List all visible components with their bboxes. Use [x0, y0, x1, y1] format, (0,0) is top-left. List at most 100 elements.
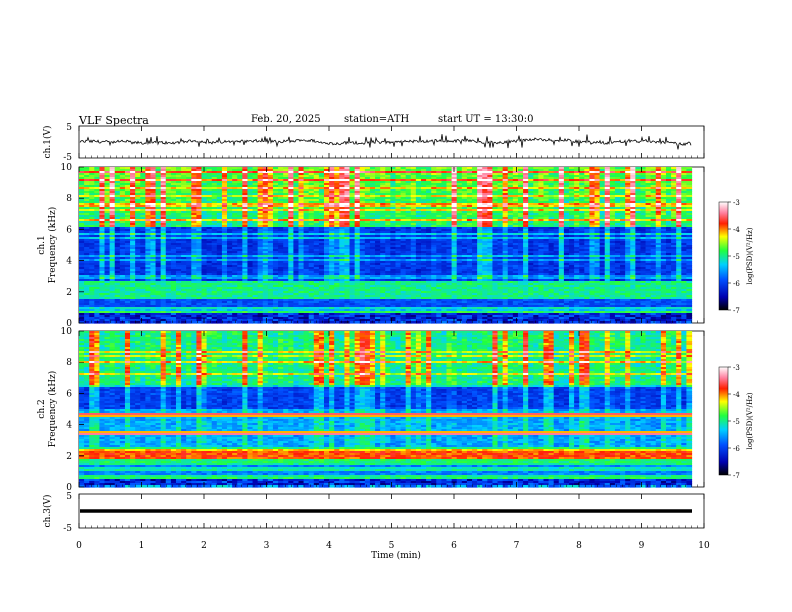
spectrogram-cell: [456, 175, 463, 178]
spectrogram-cell: [538, 179, 545, 182]
spectrogram-cell: [660, 229, 667, 232]
spectrogram-cell: [497, 169, 504, 172]
spectrogram-cell: [492, 181, 499, 184]
spectrogram-cell: [262, 223, 269, 226]
spectrogram-cell: [569, 215, 575, 218]
spectrogram-cell: [584, 175, 591, 178]
spectrogram-cell: [257, 191, 264, 194]
spectrogram-cell: [364, 223, 371, 226]
spectrogram-cell: [395, 175, 402, 178]
spectrogram-cell: [354, 187, 361, 190]
spectrogram-cell: [318, 195, 325, 198]
spectrogram-cell: [671, 195, 677, 198]
spectrogram-cell: [579, 207, 585, 210]
spectrogram-cell: [574, 183, 580, 186]
spectrogram-cell: [375, 219, 381, 222]
spectrogram-cell: [324, 167, 330, 170]
spectrogram-cell: [574, 213, 580, 216]
spectrogram-cell: [599, 231, 606, 234]
spectrogram-cell: [186, 209, 192, 212]
spectrogram-cell: [538, 183, 545, 186]
spectrogram-cell: [145, 185, 152, 188]
spectrogram-cell: [614, 203, 621, 206]
spectrogram-cell: [446, 203, 453, 206]
spectrogram-cell: [630, 177, 636, 180]
spectrogram-cell: [640, 195, 647, 198]
spectrogram-cell: [538, 227, 545, 230]
spectrogram-cell: [89, 201, 95, 204]
spectrogram-cell: [528, 203, 534, 206]
spectrogram-cell: [466, 181, 473, 184]
spectrogram-cell: [604, 215, 611, 218]
spectrogram-cell: [344, 205, 351, 208]
spectrogram-cell: [446, 175, 453, 178]
spectrogram-cell: [298, 171, 305, 174]
spectrogram-cell: [614, 227, 621, 230]
spectrogram-cell: [155, 223, 162, 226]
spectrogram-cell: [635, 205, 642, 208]
spectrogram-cell: [242, 217, 249, 220]
spectrogram-cell: [640, 171, 647, 174]
spectrogram-cell: [400, 215, 407, 218]
spectrogram-cell: [543, 171, 550, 174]
spectrogram-cell: [140, 201, 146, 204]
spectrogram-cell: [211, 217, 218, 220]
spectrogram-cell: [660, 169, 667, 172]
spectrogram-cell: [375, 193, 381, 196]
spectrogram-cell: [650, 221, 657, 224]
spectrogram-cell: [441, 217, 448, 220]
spectrogram-cell: [533, 209, 539, 212]
spectrogram-cell: [186, 215, 192, 218]
spectrogram-cell: [569, 175, 575, 178]
spectrogram-cell: [349, 167, 356, 170]
spectrogram-cell: [267, 191, 274, 194]
spectrogram-cell: [543, 185, 550, 188]
spectrogram-cell: [278, 217, 284, 220]
spectrogram-cell: [456, 187, 463, 190]
spectrogram-cell: [150, 179, 157, 182]
spectrogram-cell: [420, 203, 427, 206]
spectrogram-cell: [620, 177, 626, 180]
spectrogram-cell: [364, 225, 371, 228]
spectrogram-cell: [380, 185, 386, 188]
spectrogram-cell: [227, 179, 233, 182]
spectrogram-cell: [415, 205, 422, 208]
spectrogram-cell: [191, 207, 197, 210]
spectrogram-cell: [298, 213, 305, 216]
spectrogram-cell: [477, 169, 483, 172]
spectrogram-cell: [283, 169, 289, 172]
spectrogram-cell: [339, 193, 346, 196]
spectrogram-cell: [441, 171, 448, 174]
spectrogram-cell: [563, 177, 570, 180]
spectrogram-cell: [574, 223, 580, 226]
spectrogram-cell: [186, 203, 192, 206]
spectrogram-cell: [410, 225, 417, 228]
spectrogram-cell: [206, 175, 213, 178]
spectrogram-cell: [216, 199, 223, 202]
spectrogram-cell: [523, 175, 529, 178]
spectrogram-cell: [84, 197, 90, 200]
spectrogram-cell: [324, 173, 330, 176]
spectrogram-cell: [175, 193, 182, 196]
spectrogram-cell: [257, 177, 264, 180]
spectrogram-cell: [594, 215, 601, 218]
spectrogram-cell: [369, 177, 376, 180]
spectrogram-cell: [461, 201, 468, 204]
spectrogram-cell: [635, 199, 642, 202]
spectrogram-cell: [548, 199, 555, 202]
spectrogram-cell: [160, 205, 167, 208]
spectrogram-cell: [584, 201, 591, 204]
spectrogram-cell: [507, 205, 514, 208]
spectrogram-cell: [242, 207, 249, 210]
spectrogram-cell: [507, 173, 514, 176]
spectrogram-cell: [640, 199, 647, 202]
spectrogram-cell: [502, 191, 509, 194]
spectrogram-cell: [420, 227, 427, 230]
spectrogram-cell: [206, 205, 213, 208]
spectrogram-cell: [170, 173, 177, 176]
spectrogram-cell: [354, 199, 361, 202]
spectrogram-cell: [553, 219, 560, 222]
spectrogram-cell: [308, 185, 315, 188]
spectrogram-cell: [181, 177, 187, 180]
spectrogram-cell: [170, 167, 177, 170]
